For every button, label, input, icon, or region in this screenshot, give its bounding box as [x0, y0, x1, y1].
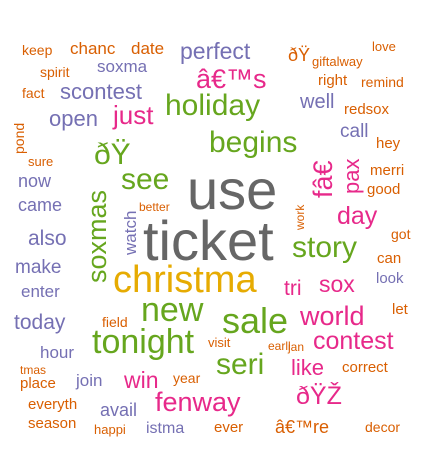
word-soxmas: soxmas: [82, 189, 112, 283]
word-let: let: [392, 301, 408, 318]
word-also: also: [28, 227, 67, 250]
word-everyth: everyth: [28, 396, 78, 413]
word-world: world: [300, 301, 365, 331]
word-today: today: [14, 311, 66, 334]
word-soxma: soxma: [97, 57, 148, 76]
word-now: now: [18, 171, 52, 191]
word-keep: keep: [22, 42, 53, 58]
word-happi: happi: [94, 422, 126, 437]
word-eth-1: ðŸ: [94, 138, 131, 171]
word-fenway: fenway: [155, 387, 241, 417]
word-remind: remind: [361, 74, 404, 90]
word-tonight: tonight: [92, 323, 195, 361]
word-day: day: [337, 202, 378, 230]
word-tmre: â€™re: [275, 417, 330, 437]
word-tmas: tmas: [20, 363, 47, 377]
word-use: use: [187, 158, 278, 221]
word-better: better: [139, 200, 170, 214]
word-perfect: perfect: [180, 38, 251, 64]
word-tms: â€™s: [196, 64, 267, 94]
word-redsox: redsox: [344, 101, 390, 118]
word-good: good: [367, 181, 401, 198]
word-decor: decor: [365, 419, 401, 435]
word-win: win: [124, 367, 159, 393]
word-tri: tri: [284, 277, 302, 300]
word-enter: enter: [21, 282, 60, 301]
word-chanc: chanc: [70, 39, 116, 58]
word-field: field: [102, 314, 128, 330]
word-can: can: [377, 250, 402, 267]
word-begins: begins: [209, 126, 298, 159]
word-merri: merri: [370, 162, 405, 179]
word-pond: pond: [11, 122, 27, 154]
word-jan: jan: [288, 340, 305, 354]
word-work: work: [293, 204, 307, 230]
word-season: season: [28, 415, 77, 432]
word-eth-2: ðŸŽ: [296, 382, 342, 410]
word-story: story: [292, 231, 358, 264]
word-open: open: [49, 106, 98, 131]
word-pax: pax: [339, 158, 364, 194]
word-watch: watch: [121, 210, 140, 255]
word-new: new: [141, 291, 204, 329]
word-ticket: ticket: [143, 209, 274, 272]
word-see: see: [121, 163, 170, 196]
word-ever: ever: [214, 419, 244, 436]
word-date: date: [131, 39, 165, 58]
word-got: got: [391, 226, 411, 242]
word-earli: earli: [268, 339, 291, 353]
word-spirit: spirit: [40, 64, 70, 80]
word-sure: sure: [28, 154, 54, 169]
word-sale: sale: [222, 300, 289, 341]
word-giftalway: giftalway: [312, 54, 363, 69]
word-year: year: [173, 370, 201, 386]
word-avail: avail: [100, 400, 138, 420]
word-contest: contest: [313, 327, 394, 355]
word-sox: sox: [319, 271, 355, 297]
word-scontest: scontest: [60, 79, 142, 104]
word-holiday: holiday: [165, 89, 261, 122]
word-christmas: christma: [113, 259, 257, 301]
word-look: look: [376, 270, 404, 287]
word-place: place: [20, 375, 56, 392]
word-came: came: [18, 195, 63, 215]
word-visit: visit: [208, 335, 231, 350]
word-fae: fâ€: [308, 160, 338, 198]
word-call: call: [340, 121, 369, 142]
word-hour: hour: [40, 343, 75, 362]
word-seri: seri: [216, 348, 265, 381]
word-just: just: [113, 100, 154, 130]
word-hey: hey: [376, 135, 401, 152]
word-like: like: [291, 355, 325, 380]
word-join: join: [76, 371, 103, 390]
word-love: love: [372, 39, 396, 54]
word-eth-3: ðŸ: [288, 45, 311, 65]
word-fact: fact: [22, 85, 45, 101]
word-correct: correct: [342, 359, 388, 376]
word-right: right: [318, 72, 348, 89]
word-well: well: [300, 91, 335, 113]
word-make: make: [15, 257, 62, 278]
word-istma: istma: [146, 420, 185, 437]
